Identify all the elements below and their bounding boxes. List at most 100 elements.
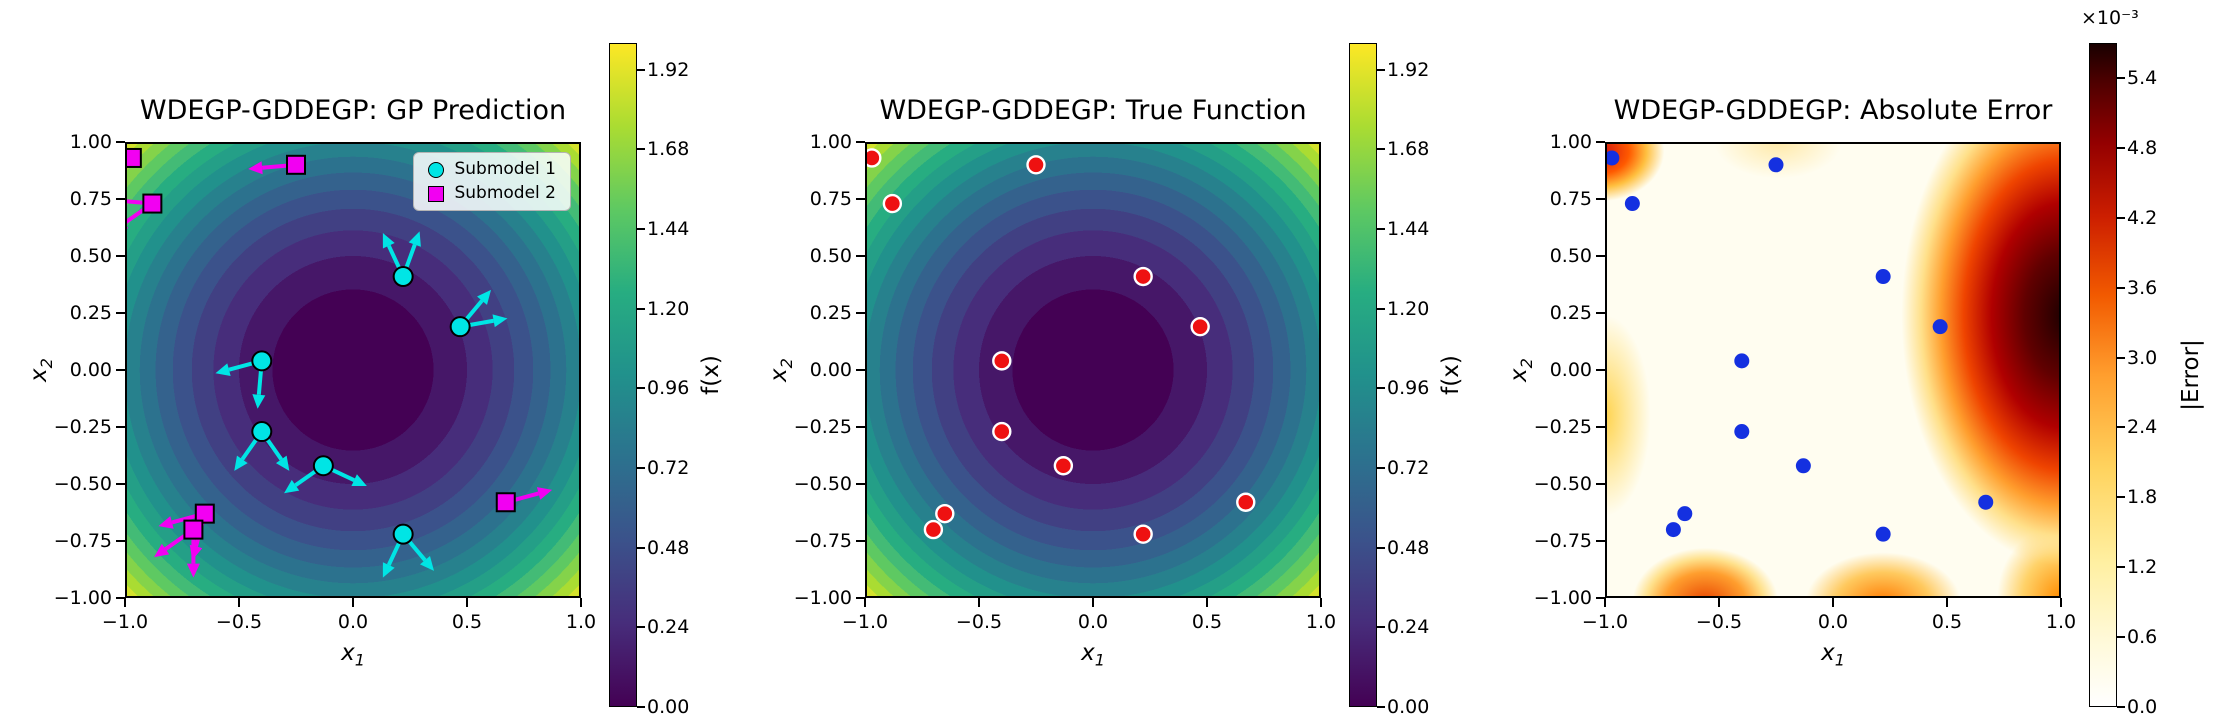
training-point (1978, 494, 1994, 510)
y-label-base: x (26, 368, 53, 382)
colorbar-tick-label: 1.92 (647, 58, 690, 81)
x-tick-label: 0.5 (451, 611, 483, 633)
colorbar-label: f(x) (698, 355, 724, 395)
y-tick-label: 0.25 (1549, 302, 1592, 324)
gradient-arrow-head (420, 556, 435, 571)
colorbar-tick-mark (1377, 227, 1385, 230)
y-tick-mark (856, 597, 865, 599)
training-point (1875, 269, 1891, 285)
colorbar-gradient (2089, 43, 2117, 707)
colorbar-tick-label: 1.8 (2127, 486, 2158, 509)
colorbar-tick-mark (2117, 706, 2125, 708)
x-tick-mark (2060, 598, 2062, 607)
x-tick-mark (1320, 598, 1322, 607)
gp-prediction-heatmap: Submodel 1 Submodel 2 (125, 142, 581, 598)
y-tick-label: 0.25 (809, 302, 852, 324)
x-label-subscript: 1 (1094, 650, 1105, 670)
gradient-arrow-head (154, 543, 170, 558)
colorbar-tick-label: 0.72 (1387, 456, 1430, 479)
y-tick-mark (1596, 312, 1605, 314)
y-tick-mark (856, 141, 865, 143)
training-point (251, 421, 273, 443)
training-point (1133, 524, 1153, 544)
colorbar-tick-label: 1.44 (647, 217, 690, 240)
scatter-overlay (1605, 150, 1994, 542)
colorbar-tick-label: 3.6 (2127, 276, 2158, 299)
legend-item-submodel2: Submodel 2 (428, 185, 556, 202)
x-tick-mark (1832, 598, 1834, 607)
gradient-arrow-head (158, 516, 174, 529)
gradient-arrow-head (408, 231, 421, 247)
y-label-subscript: 2 (36, 358, 56, 369)
training-point (1665, 522, 1681, 538)
y-axis-label: x2 (26, 358, 56, 382)
training-point-square (142, 193, 163, 214)
submodel1-marker-icon (428, 161, 445, 178)
gradient-arrow (228, 361, 254, 372)
colorbar-tick-mark (2117, 146, 2125, 149)
y-tick-label: −0.75 (793, 530, 852, 552)
training-point (1236, 492, 1256, 512)
training-point-square (183, 519, 204, 540)
x-axis-label: x1 (1821, 640, 1845, 670)
gradient-arrow-head (252, 394, 266, 409)
colorbar-tick-mark (1377, 68, 1385, 71)
colorbar-tick-mark (1377, 706, 1385, 708)
x-tick-mark (124, 598, 126, 607)
gradient-arrow-head (234, 455, 248, 471)
colorbar-tick-mark (637, 148, 645, 151)
y-tick-mark (116, 369, 125, 371)
colorbar-gradient (609, 43, 637, 707)
colorbar-tick-label: 0.24 (647, 616, 690, 639)
training-point (992, 421, 1012, 442)
y-tick-mark (1596, 426, 1605, 428)
x-axis-label: x1 (341, 640, 365, 670)
gradient-arrow (513, 491, 540, 502)
training-point-square (286, 154, 306, 175)
training-point (1190, 316, 1210, 337)
y-tick-mark (856, 255, 865, 257)
x-tick-label: 1.0 (2045, 611, 2077, 633)
y-label-subscript: 2 (776, 358, 796, 369)
y-axis-label: x2 (1506, 358, 1536, 382)
colorbar-tick-mark (1377, 626, 1385, 629)
training-point (882, 193, 903, 214)
colorbar-f-gp: f(x) 0.00 0.24 0.48 0.72 0.96 1.20 1.44 1.68 1.9… (609, 43, 724, 718)
training-point (1875, 526, 1891, 542)
subplot-absolute-error: WDEGP-GDDEGP: Absolute Error x1 x2 −1.0−… (1506, 95, 2076, 670)
x-tick-label: 1.0 (1305, 611, 1337, 633)
colorbar-f-true: f(x) 0.00 0.24 0.48 0.72 0.96 1.20 1.44 1.68 1.9… (1349, 43, 1464, 718)
gradient-arrow (125, 207, 147, 225)
y-tick-label: 0.00 (69, 359, 112, 381)
colorbar-label: f(x) (1438, 355, 1464, 395)
y-tick-label: −1.00 (1533, 587, 1592, 609)
subplot-gp-prediction: WDEGP-GDDEGP: GP Prediction Submodel 1 S… (26, 95, 596, 670)
x-tick-label: 0.5 (1931, 611, 1963, 633)
gradient-arrow (294, 469, 318, 487)
gradient-arrow-head (284, 479, 300, 494)
colorbar-tick-label: 0.00 (647, 696, 690, 718)
colorbar-tick-mark (637, 68, 645, 71)
training-point (992, 351, 1012, 371)
training-point (251, 350, 273, 372)
plot-title: WDEGP-GDDEGP: Absolute Error (1613, 95, 2053, 126)
y-label-subscript: 2 (1516, 358, 1536, 369)
y-tick-mark (116, 198, 125, 200)
y-label-base: x (766, 368, 793, 382)
colorbar-tick-mark (637, 466, 645, 469)
colorbar-tick-mark (637, 546, 645, 549)
y-tick-label: 0.50 (809, 245, 852, 267)
gradient-arrow-head (492, 314, 508, 328)
x-axis-label: x1 (1081, 640, 1105, 670)
colorbar-tick-label: 1.68 (1387, 138, 1430, 161)
gradient-arrow-head (351, 474, 367, 487)
y-tick-mark (1596, 369, 1605, 371)
colorbar-tick-label: 4.2 (2127, 206, 2158, 229)
y-tick-label: 1.00 (809, 131, 852, 153)
x-tick-mark (580, 598, 582, 607)
y-tick-label: 0.75 (809, 188, 852, 210)
training-point (1795, 458, 1811, 474)
training-point (1677, 506, 1693, 522)
y-tick-label: 0.00 (809, 359, 852, 381)
